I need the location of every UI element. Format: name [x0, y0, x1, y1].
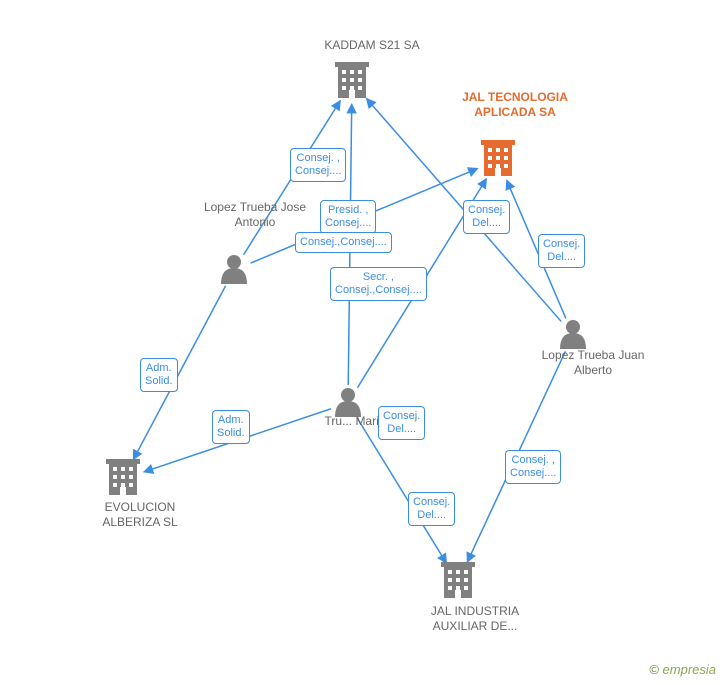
- node-label: Lopez Trueba Juan Alberto: [538, 348, 648, 378]
- node-label: JAL TECNOLOGIA APLICADA SA: [455, 90, 575, 120]
- edge-label: Adm. Solid.: [140, 358, 178, 392]
- edge-label: Consej. , Consej....: [290, 148, 346, 182]
- edge: [357, 418, 446, 563]
- edge-label: Secr. , Consej.,Consej....: [330, 267, 427, 301]
- person-icon: [221, 255, 247, 284]
- footer-credit: © empresia: [649, 662, 716, 677]
- node-label: KADDAM S21 SA: [312, 38, 432, 53]
- node-label: JAL INDUSTRIA AUXILIAR DE...: [410, 604, 540, 634]
- company-icon: [441, 562, 475, 598]
- edge-label: Adm. Solid.: [212, 410, 250, 444]
- network-graph: [0, 0, 728, 685]
- person-icon: [560, 320, 586, 349]
- company-icon-highlight: [481, 140, 515, 176]
- person-icon: [335, 388, 361, 417]
- node-label: Lopez Trueba Jose Antonio: [200, 200, 310, 230]
- edge-label: Consej.,Consej....: [295, 232, 392, 253]
- edge-label: Consej. Del....: [463, 200, 510, 234]
- edge-label: Presid. , Consej....: [320, 200, 376, 234]
- brand-name: empresia: [663, 662, 716, 677]
- company-icon: [335, 62, 369, 98]
- edge-label: Consej. Del....: [408, 492, 455, 526]
- edge-label: Consej. , Consej....: [505, 450, 561, 484]
- edge-label: Consej. Del....: [538, 234, 585, 268]
- copyright-symbol: ©: [649, 662, 659, 677]
- edge-label: Consej. Del....: [378, 406, 425, 440]
- company-icon: [106, 459, 140, 495]
- node-label: EVOLUCION ALBERIZA SL: [80, 500, 200, 530]
